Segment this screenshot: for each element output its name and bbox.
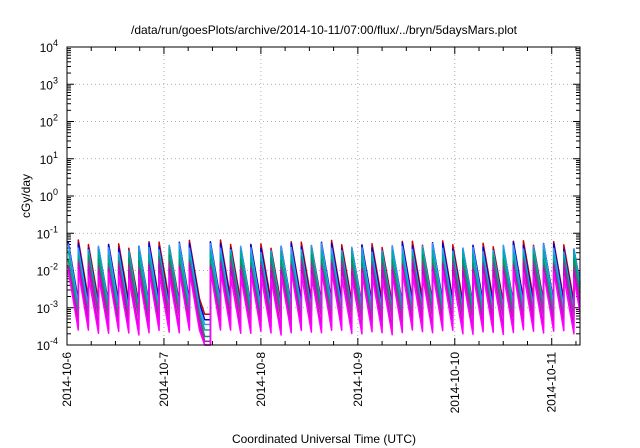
y-tick-label: 10-3	[37, 299, 58, 316]
series-group	[67, 239, 581, 346]
y-tick-label: 104	[40, 38, 58, 55]
y-tick-labels: 10-4 10-3 10-2 10-1 100 101 102 103 104	[37, 38, 58, 353]
chart-title: /data/run/goesPlots/archive/2014-10-11/0…	[131, 23, 518, 37]
y-axis-label: cGy/day	[19, 174, 33, 218]
plot-frame	[66, 46, 581, 346]
x-tick-label: 2014-10-11	[545, 352, 559, 413]
series-line	[67, 269, 581, 346]
x-tick-labels: 2014-10-6 2014-10-7 2014-10-8 2014-10-9 2014…	[60, 352, 559, 414]
y-tick-label: 100	[40, 187, 58, 204]
series-line	[67, 247, 581, 331]
x-tick-label: 2014-10-6	[60, 352, 74, 407]
y-tick-label: 10-2	[37, 262, 58, 279]
x-tick-label: 2014-10-9	[351, 352, 365, 407]
y-tick-label: 10-4	[37, 336, 58, 353]
x-axis-label: Coordinated Universal Time (UTC)	[232, 432, 416, 446]
y-tick-label: 101	[40, 150, 58, 167]
x-tick-label: 2014-10-10	[448, 352, 462, 414]
x-tick-label: 2014-10-7	[157, 352, 171, 407]
y-tick-label: 102	[40, 113, 58, 130]
y-tick-label: 10-1	[37, 224, 58, 241]
y-tick-label: 103	[40, 75, 58, 92]
series-line	[67, 258, 581, 343]
x-tick-label: 2014-10-8	[254, 352, 268, 407]
